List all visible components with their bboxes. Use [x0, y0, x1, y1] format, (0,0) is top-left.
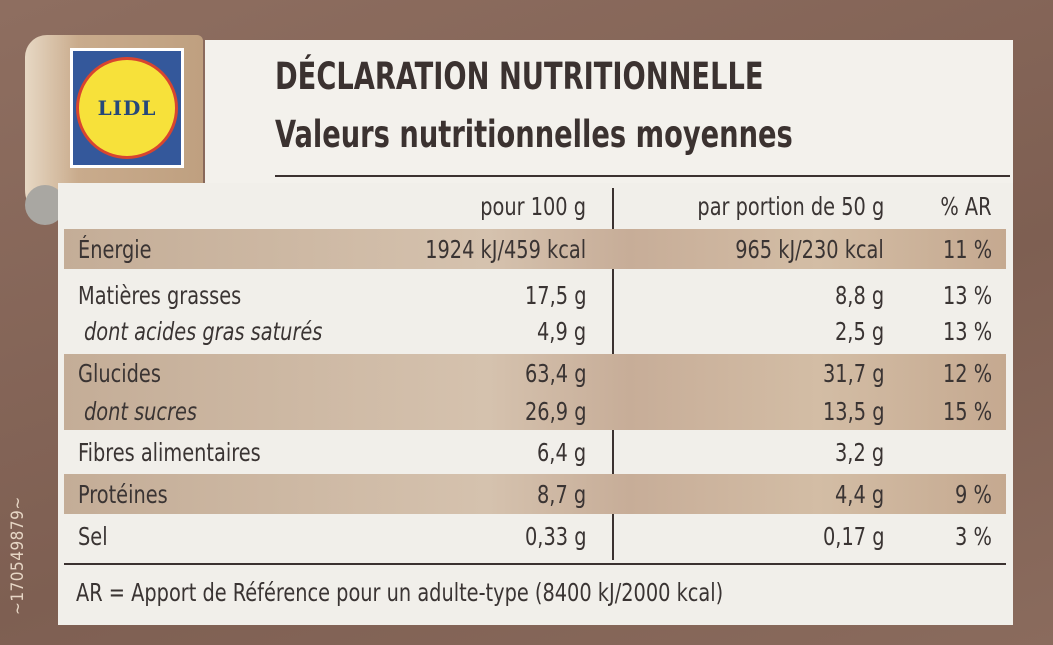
- value-portion: 8,8 g: [834, 281, 884, 310]
- value-per100: 0,33 g: [524, 522, 586, 551]
- value-per100: 63,4 g: [524, 359, 586, 388]
- table-row: Sel 0,33 g 0,17 g 3 %: [64, 518, 1006, 554]
- value-per100: 4,9 g: [536, 317, 586, 346]
- nutrient-label: Protéines: [78, 480, 168, 509]
- table-row: Énergie 1924 kJ/459 kcal 965 kJ/230 kcal 11…: [64, 229, 1006, 269]
- value-portion: 965 kJ/230 kcal: [735, 235, 884, 264]
- table-row: dont sucres 26,9 g 13,5 g 15 %: [64, 392, 1006, 430]
- value-portion: 13,5 g: [822, 397, 884, 426]
- col-header-ar: % AR: [940, 192, 992, 221]
- value-portion: 3,2 g: [834, 438, 884, 467]
- value-portion: 2,5 g: [834, 317, 884, 346]
- footer-divider: [64, 563, 1006, 565]
- value-per100: 8,7 g: [536, 480, 586, 509]
- lidl-logo: LIDL: [70, 48, 184, 168]
- table-row: Protéines 8,7 g 4,4 g 9 %: [64, 474, 1006, 514]
- nutrient-label: Sel: [78, 522, 108, 551]
- value-ar: 9 %: [955, 480, 992, 509]
- nutrient-label: dont sucres: [84, 397, 198, 426]
- value-per100: 6,4 g: [536, 438, 586, 467]
- table-row: Glucides 63,4 g 31,7 g 12 %: [64, 354, 1006, 392]
- value-portion: 4,4 g: [834, 480, 884, 509]
- label-subtitle: Valeurs nutritionnelles moyennes: [275, 113, 793, 156]
- footnote: AR = Apport de Référence pour un adulte-…: [76, 578, 724, 607]
- nutrient-label: Énergie: [78, 235, 152, 264]
- value-ar: 11 %: [942, 235, 992, 264]
- label-panel-header: [205, 40, 1013, 190]
- table-row: Fibres alimentaires 6,4 g 3,2 g: [64, 434, 1006, 470]
- value-portion: 0,17 g: [822, 522, 884, 551]
- value-per100: 17,5 g: [524, 281, 586, 310]
- value-per100: 26,9 g: [524, 397, 586, 426]
- header-row: pour 100 g par portion de 50 g % AR: [64, 194, 1006, 224]
- table-row: Matières grasses 17,5 g 8,8 g 13 %: [64, 278, 1006, 312]
- col-header-portion: par portion de 50 g: [697, 192, 884, 221]
- table-row: dont acides gras saturés 4,9 g 2,5 g 13 %: [64, 314, 1006, 348]
- value-ar: 13 %: [942, 317, 992, 346]
- product-code: ~170549879~: [8, 496, 28, 615]
- value-ar: 13 %: [942, 281, 992, 310]
- nutrient-label: Fibres alimentaires: [78, 438, 261, 467]
- divider: [275, 175, 1010, 177]
- value-ar: 12 %: [942, 359, 992, 388]
- label-title: DÉCLARATION NUTRITIONNELLE: [275, 55, 764, 98]
- nutrient-label: Glucides: [78, 359, 161, 388]
- nutrient-label: dont acides gras saturés: [84, 317, 323, 346]
- value-portion: 31,7 g: [822, 359, 884, 388]
- col-header-per100: pour 100 g: [480, 192, 586, 221]
- value-ar: 15 %: [942, 397, 992, 426]
- nutrient-label: Matières grasses: [78, 281, 242, 310]
- value-ar: 3 %: [955, 522, 992, 551]
- value-per100: 1924 kJ/459 kcal: [425, 235, 586, 264]
